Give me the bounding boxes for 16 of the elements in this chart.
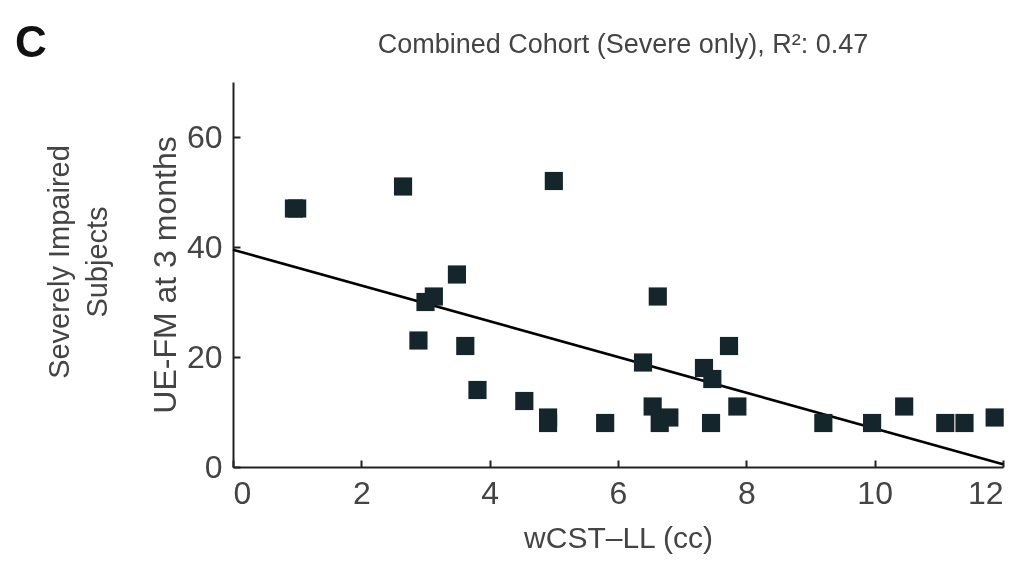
x-tick-label: 2 [352, 474, 371, 511]
y-tick-label: 0 [204, 448, 223, 485]
x-axis-title: wCST–LL (cc) [523, 520, 713, 554]
y-tick-label: 40 [186, 228, 223, 265]
text: C [15, 17, 47, 66]
x-tick-label: 10 [857, 474, 893, 511]
chart-title: Combined Cohort (Severe only), R²: 0.47 [377, 29, 869, 59]
x-tick-label: 0 [233, 474, 252, 511]
x-tick-label: 8 [737, 474, 756, 511]
y-tick-label: 20 [186, 338, 223, 375]
y-axis-title: UE-FM at 3 months [146, 136, 183, 414]
text: Severely Impaired Subjects [43, 145, 113, 379]
x-tick-label: 4 [481, 474, 500, 511]
x-tick-label: 12 [967, 474, 1004, 511]
x-tick-label: 6 [609, 474, 628, 511]
y-tick-label: 60 [186, 118, 223, 155]
